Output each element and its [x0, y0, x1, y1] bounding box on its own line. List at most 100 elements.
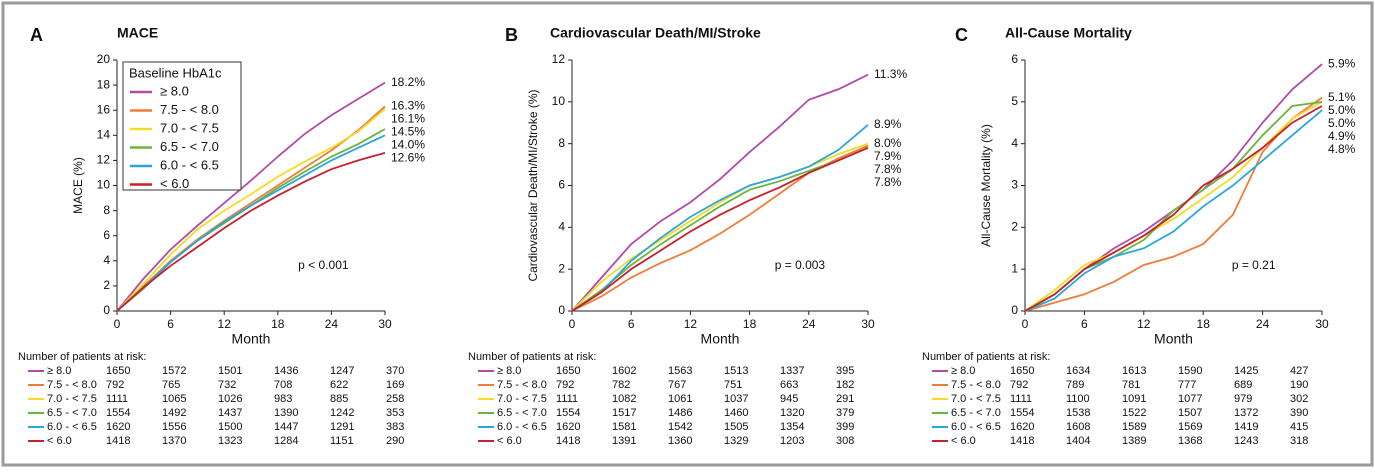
risk-count: 1436 [274, 365, 298, 377]
chart-title: All-Cause Mortality [1005, 25, 1132, 41]
risk-count: 979 [1234, 393, 1252, 405]
risk-row-label: 6.5 - < 7.0 [47, 407, 97, 419]
risk-count: 1634 [1066, 365, 1090, 377]
end-label: 7.8% [874, 162, 902, 176]
risk-row-label: 7.5 - < 8.0 [47, 379, 97, 391]
survival-curve [571, 147, 869, 312]
risk-count: 1203 [780, 435, 804, 447]
y-tick-label: 0 [103, 303, 110, 317]
legend-label: ≥ 8.0 [160, 83, 189, 98]
risk-count: 399 [836, 421, 854, 433]
y-tick-label: 10 [97, 178, 111, 192]
end-label: 5.1% [1328, 90, 1356, 104]
y-tick-label: 2 [558, 261, 565, 275]
risk-count: 689 [1234, 379, 1252, 391]
end-label: 8.0% [874, 136, 902, 150]
legend-label: 7.0 - < 7.5 [160, 120, 219, 135]
risk-row-label: 6.5 - < 7.0 [497, 407, 547, 419]
chart-title: Cardiovascular Death/MI/Stroke [550, 25, 761, 41]
y-tick-label: 12 [552, 52, 566, 66]
risk-row-label: 6.5 - < 7.0 [951, 407, 1001, 419]
p-value: p = 0.21 [1232, 258, 1276, 272]
risk-count: 708 [274, 379, 292, 391]
end-label: 14.5% [391, 125, 425, 139]
x-tick-label: 18 [271, 317, 285, 331]
risk-count: 1037 [724, 393, 748, 405]
p-value: p = 0.003 [775, 258, 826, 272]
risk-count: 1320 [780, 407, 804, 419]
y-tick-label: 20 [97, 52, 111, 66]
risk-count: 169 [386, 379, 404, 391]
risk-count: 1418 [556, 435, 580, 447]
risk-count: 182 [836, 379, 854, 391]
risk-count: 1486 [668, 407, 692, 419]
risk-count: 1111 [106, 393, 128, 405]
risk-count: 1602 [612, 365, 636, 377]
risk-count: 1517 [612, 407, 636, 419]
legend-label: 6.5 - < 7.0 [160, 139, 219, 154]
risk-count: 732 [218, 379, 236, 391]
survival-curve [116, 134, 386, 312]
risk-count: 1111 [1010, 393, 1032, 405]
survival-curve [571, 147, 869, 312]
x-tick-label: 12 [684, 317, 698, 331]
y-tick-label: 10 [552, 94, 566, 108]
x-tick-label: 30 [1315, 317, 1329, 331]
risk-count: 1460 [724, 407, 748, 419]
x-tick-label: 24 [802, 317, 816, 331]
risk-count: 1554 [1010, 407, 1034, 419]
risk-count: 1556 [162, 421, 186, 433]
risk-count: 1542 [668, 421, 692, 433]
panel-letter: B [505, 25, 518, 45]
panel-letter: A [30, 25, 43, 45]
risk-count: 1323 [218, 435, 242, 447]
risk-row-label: 7.5 - < 8.0 [497, 379, 547, 391]
risk-count: 1425 [1234, 365, 1258, 377]
risk-count: 1590 [1178, 365, 1202, 377]
risk-count: 1613 [1122, 365, 1146, 377]
risk-count: 1589 [1122, 421, 1146, 433]
risk-count: 1620 [106, 421, 130, 433]
legend-label: 7.5 - < 8.0 [160, 102, 219, 117]
risk-count: 1404 [1066, 435, 1090, 447]
x-tick-label: 6 [167, 317, 174, 331]
end-label: 4.9% [1328, 129, 1356, 143]
risk-count: 1563 [668, 365, 692, 377]
survival-curve [1024, 96, 1323, 312]
risk-count: 1337 [780, 365, 804, 377]
y-tick-label: 14 [97, 127, 111, 141]
risk-count: 290 [386, 435, 404, 447]
risk-count: 379 [836, 407, 854, 419]
risk-count: 395 [836, 365, 854, 377]
risk-row-label: 6.0 - < 6.5 [951, 421, 1001, 433]
x-tick-label: 0 [1022, 317, 1029, 331]
risk-row-label: < 6.0 [497, 435, 522, 447]
risk-count: 1500 [218, 421, 242, 433]
risk-count: 1572 [162, 365, 186, 377]
risk-count: 353 [386, 407, 404, 419]
risk-count: 792 [106, 379, 124, 391]
risk-count: 1418 [106, 435, 130, 447]
survival-curve [571, 124, 869, 312]
risk-count: 1077 [1178, 393, 1202, 405]
legend-title: Baseline HbA1c [129, 65, 222, 80]
x-axis-label: Month [1154, 331, 1193, 347]
risk-table-title: Number of patients at risk: [18, 351, 146, 363]
risk-count: 1513 [724, 365, 748, 377]
risk-count: 370 [386, 365, 404, 377]
risk-count: 1554 [106, 407, 130, 419]
chart-title: MACE [117, 25, 158, 41]
risk-count: 1151 [330, 435, 354, 447]
risk-count: 751 [724, 379, 742, 391]
risk-count: 302 [1290, 393, 1308, 405]
risk-count: 1501 [218, 365, 242, 377]
y-tick-label: 4 [1011, 136, 1018, 150]
risk-count: 1650 [1010, 365, 1034, 377]
x-tick-label: 6 [1081, 317, 1088, 331]
risk-count: 1569 [1178, 421, 1202, 433]
y-axis-label: MACE (%) [71, 157, 85, 214]
risk-count: 765 [162, 379, 180, 391]
y-tick-label: 6 [103, 228, 110, 242]
risk-count: 782 [612, 379, 630, 391]
risk-table-title: Number of patients at risk: [922, 351, 1050, 363]
